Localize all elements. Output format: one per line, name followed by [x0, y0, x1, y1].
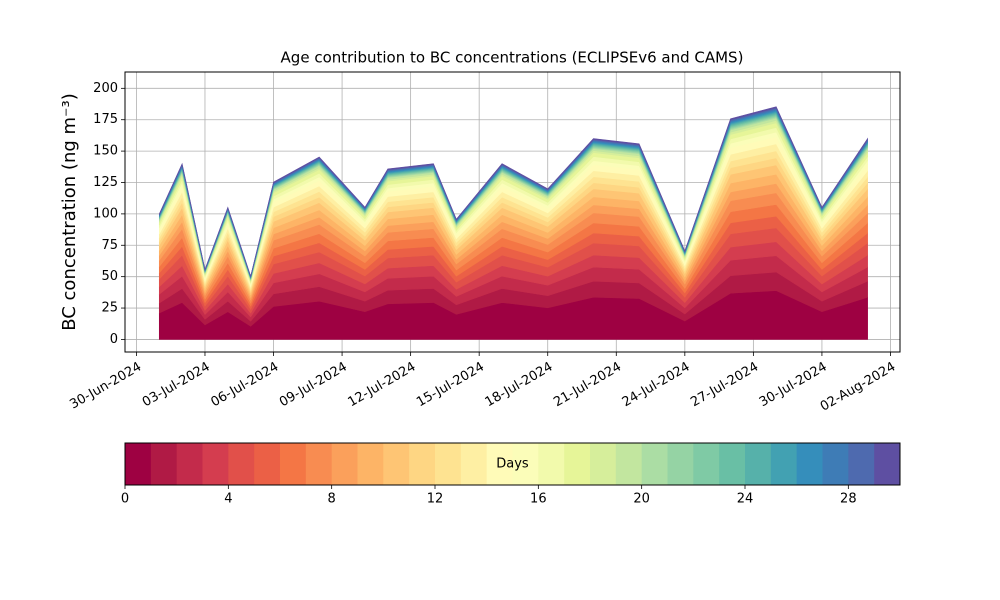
colorbar-swatch	[770, 443, 798, 485]
colorbar-swatch	[719, 443, 746, 485]
colorbar-swatch	[280, 443, 307, 485]
x-tick-label: 30-Jun-2024	[67, 360, 144, 413]
colorbar-swatch	[409, 443, 436, 485]
x-tick-label: 21-Jul-2024	[551, 360, 624, 411]
colorbar-tick-label: 4	[224, 492, 232, 507]
plot-frame	[124, 71, 901, 353]
y-tick-label: 0	[110, 332, 118, 347]
colorbar-tick-label: 16	[530, 492, 547, 507]
x-tick-label: 03-Jul-2024	[140, 360, 213, 411]
colorbar-swatch	[590, 443, 617, 485]
colorbar-swatch	[228, 443, 255, 485]
colorbar-swatch	[254, 443, 281, 485]
y-tick-label: 100	[93, 206, 118, 221]
colorbar-swatch	[512, 443, 539, 485]
colorbar-swatch	[150, 443, 178, 485]
x-tick-label: 27-Jul-2024	[688, 360, 761, 411]
colorbar-swatch	[486, 443, 513, 485]
colorbar-tick-label: 28	[840, 492, 857, 507]
colorbar-swatch	[435, 443, 462, 485]
y-tick-label: 150	[93, 144, 118, 159]
y-tick-label: 175	[93, 112, 118, 127]
colorbar-swatch	[202, 443, 229, 485]
colorbar-swatch	[641, 443, 668, 485]
colorbar-swatch	[383, 443, 410, 485]
x-tick-label: 12-Jul-2024	[346, 360, 419, 411]
colorbar-swatch	[305, 443, 333, 485]
colorbar-swatch	[564, 443, 591, 485]
x-tick-label: 06-Jul-2024	[208, 360, 281, 411]
colorbar-swatch	[796, 443, 823, 485]
colorbar-swatch	[848, 443, 875, 485]
colorbar-frame	[124, 442, 901, 486]
x-tick-label: 18-Jul-2024	[483, 360, 556, 411]
colorbar-tick-label: 8	[328, 492, 336, 507]
y-tick-label: 125	[93, 175, 118, 190]
y-tick-label: 25	[101, 301, 118, 316]
colorbar-tick-label: 20	[633, 492, 650, 507]
x-tick-label: 02-Aug-2024	[818, 360, 898, 415]
chart-title: Age contribution to BC concentrations (E…	[281, 49, 744, 67]
y-axis-label: BC concentration (ng m⁻³)	[59, 93, 80, 331]
colorbar-swatch	[874, 443, 901, 485]
x-tick-label: 09-Jul-2024	[277, 360, 350, 411]
y-tick-label: 50	[101, 269, 118, 284]
colorbar-swatch	[538, 443, 565, 485]
x-tick-label: 24-Jul-2024	[620, 360, 693, 411]
colorbar-swatch	[745, 443, 772, 485]
colorbar-swatch	[693, 443, 720, 485]
colorbar-swatch	[667, 443, 694, 485]
x-tick-label: 15-Jul-2024	[414, 360, 487, 411]
y-tick-label: 200	[93, 81, 118, 96]
area-layer	[158, 106, 868, 278]
y-tick-label: 75	[101, 238, 118, 253]
colorbar-tick-label: 0	[121, 492, 129, 507]
colorbar-label: Days	[496, 457, 529, 472]
colorbar-swatch	[822, 443, 849, 485]
colorbar-tick-label: 24	[737, 492, 754, 507]
colorbar-tick-label: 12	[427, 492, 444, 507]
colorbar-swatch	[460, 443, 488, 485]
colorbar-swatch	[331, 443, 358, 485]
colorbar-swatch	[615, 443, 643, 485]
colorbar-swatch	[125, 443, 152, 485]
colorbar-swatch	[357, 443, 384, 485]
colorbar-swatch	[176, 443, 203, 485]
